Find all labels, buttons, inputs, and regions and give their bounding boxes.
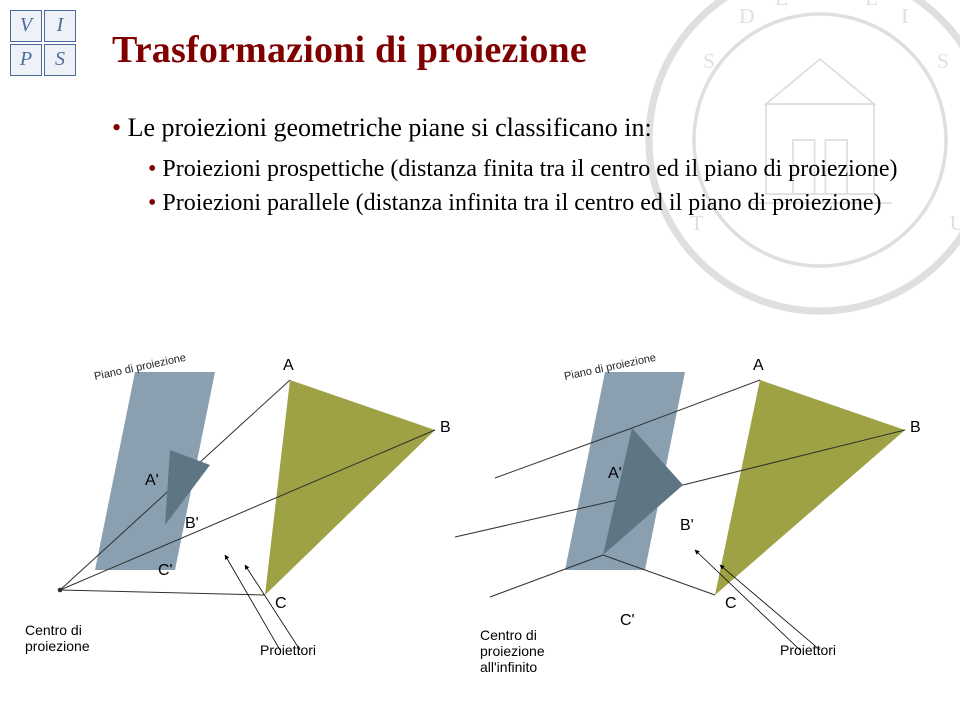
label-Cp-r: C'	[620, 612, 635, 629]
label-B-r: B	[910, 419, 921, 436]
center-label-right-3: all'infinito	[480, 659, 537, 675]
logo-cell-v: V	[10, 10, 42, 42]
vips-logo: V I P S	[10, 10, 80, 80]
center-label-left-1: Centro di	[25, 622, 82, 638]
label-Ap-r: A'	[608, 465, 622, 482]
center-label-right-1: Centro di	[480, 627, 537, 643]
svg-text:D: D	[739, 4, 755, 28]
bullet-2b: Proiezioni parallele (distanza infinita …	[148, 186, 920, 220]
svg-text:E: E	[775, 0, 788, 10]
label-C: C	[275, 595, 287, 612]
center-label-right-2: proiezione	[480, 643, 545, 659]
object-triangle-left	[265, 380, 435, 595]
slide-page: DEG LI SS TU V I P S Trasformazioni di p…	[0, 0, 960, 722]
label-A-r: A	[753, 357, 764, 374]
diagram-perspective: Piano di proiezione A B C A' B' C' Centr…	[25, 352, 451, 658]
diagram-area: Piano di proiezione A B C A' B' C' Centr…	[0, 350, 960, 722]
center-label-left-2: proiezione	[25, 638, 90, 654]
object-triangle-right	[715, 380, 905, 595]
label-B: B	[440, 419, 451, 436]
center-of-projection-dot	[58, 588, 63, 593]
diagram-parallel: Piano di proiezione A B C A' B' C' Centr…	[455, 352, 921, 675]
proiettori-label-left: Proiettori	[260, 642, 316, 658]
proiettori-label-right: Proiettori	[780, 642, 836, 658]
svg-text:S: S	[937, 49, 949, 73]
label-Ap: A'	[145, 472, 159, 489]
label-Cp: C'	[158, 562, 173, 579]
svg-text:U: U	[950, 211, 960, 235]
logo-cell-i: I	[44, 10, 76, 42]
bullet-1: Le proiezioni geometriche piane si class…	[112, 110, 920, 146]
bullet-2a: Proiezioni prospettiche (distanza finita…	[148, 152, 920, 186]
bullet-list: Le proiezioni geometriche piane si class…	[112, 110, 920, 220]
svg-text:L: L	[865, 0, 878, 10]
logo-cell-p: P	[10, 44, 42, 76]
label-Bp: B'	[185, 515, 199, 532]
svg-text:S: S	[703, 49, 715, 73]
label-C-r: C	[725, 595, 737, 612]
slide-title: Trasformazioni di proiezione	[112, 28, 587, 72]
label-A: A	[283, 357, 294, 374]
projected-triangle-left	[165, 450, 210, 525]
label-Bp-r: B'	[680, 517, 694, 534]
svg-text:I: I	[901, 4, 908, 28]
svg-text:G: G	[820, 0, 836, 5]
logo-cell-s: S	[44, 44, 76, 76]
